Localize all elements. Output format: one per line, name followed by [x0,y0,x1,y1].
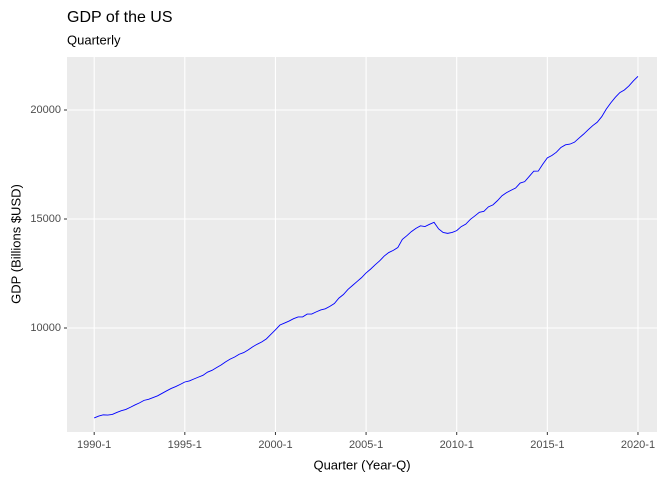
y-tick-label: 20000 [30,104,61,116]
x-tick-label: 2015-1 [530,439,564,451]
x-tick-label: 1995-1 [168,439,202,451]
x-tick-label: 1990-1 [77,439,111,451]
y-tick-label: 15000 [30,213,61,225]
y-axis-title: GDP (Billions $USD) [8,184,23,304]
x-tick-label: 2000-1 [258,439,292,451]
chart-subtitle: Quarterly [67,32,121,47]
x-axis-title: Quarter (Year-Q) [313,457,410,472]
chart-title: GDP of the US [67,9,173,26]
x-tick-label: 2010-1 [440,439,474,451]
x-tick-label: 2005-1 [349,439,383,451]
y-tick-label: 10000 [30,322,61,334]
plot-panel [67,57,657,432]
x-tick-label: 2020-1 [621,439,655,451]
data-line [94,76,639,419]
